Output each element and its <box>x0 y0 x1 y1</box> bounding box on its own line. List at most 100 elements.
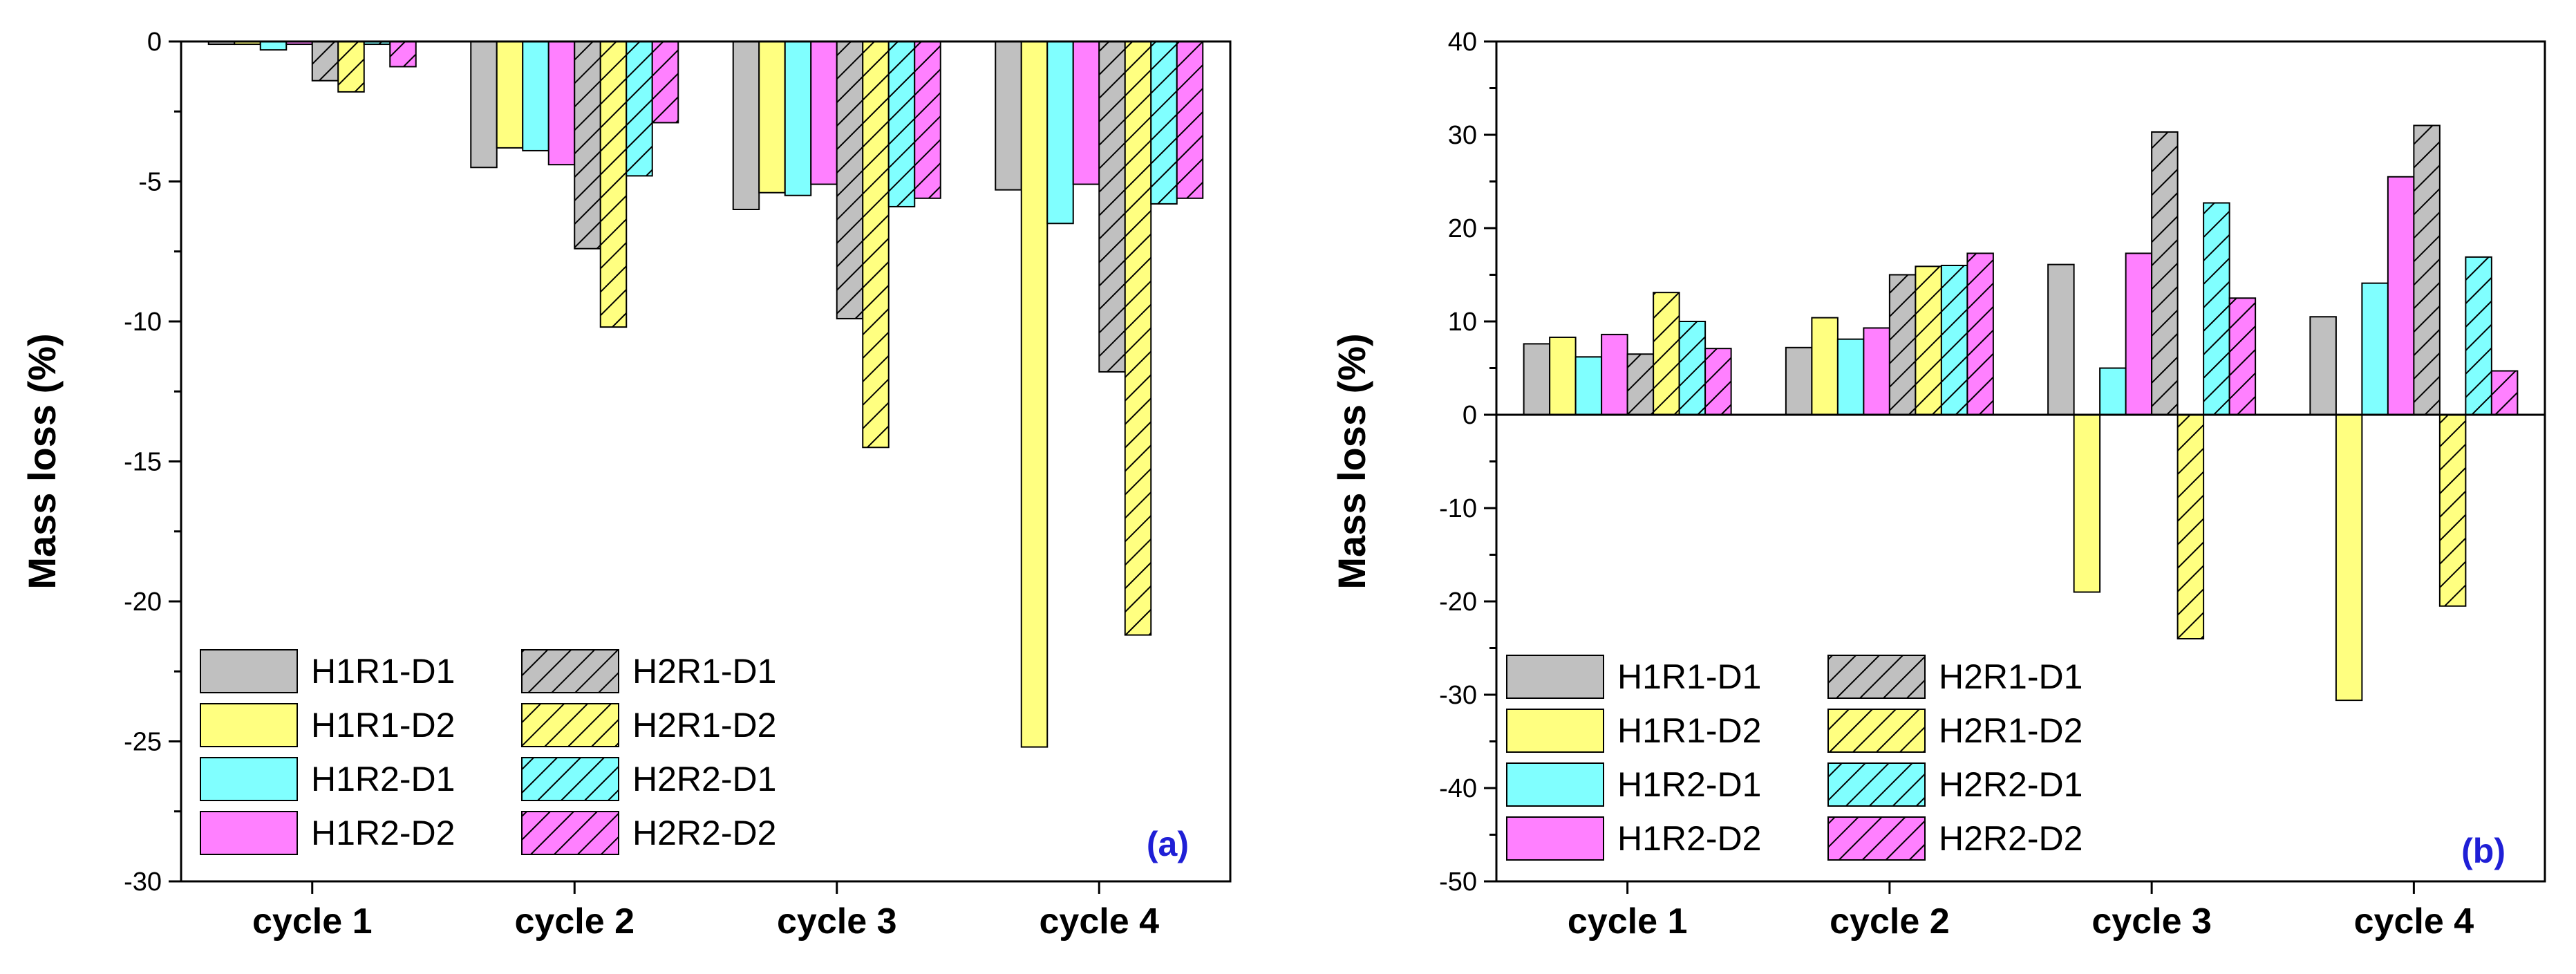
bar-h1r1-d1 <box>2047 263 2075 415</box>
legend-label: H2R1-D2 <box>632 706 776 744</box>
y-axis-title: Mass loss (%) <box>20 333 64 589</box>
legend-label: H2R2-D2 <box>1939 819 2083 858</box>
bar-h1r2-d1 <box>1574 356 1603 415</box>
bar-hatch <box>1099 41 1125 372</box>
bar-h1r1-d2 <box>1811 317 1839 415</box>
bar-hatch <box>2439 415 2466 606</box>
bar-h1r2-d1 <box>259 41 288 51</box>
legend-swatch-hatch <box>522 758 619 800</box>
bar-h1r2-d2 <box>1072 41 1100 185</box>
bar-h1r1-d1 <box>2309 316 2337 415</box>
y-tick-label: -30 <box>124 868 162 897</box>
x-category-label: cycle 4 <box>1040 901 1160 942</box>
x-category-label: cycle 1 <box>252 901 373 942</box>
legend-label: H1R1-D2 <box>311 706 455 744</box>
bar-hatch <box>2203 203 2230 415</box>
bar-hatch <box>600 41 627 328</box>
legend-label: H2R2-D1 <box>1939 765 2083 804</box>
legend-swatch <box>1506 762 1604 807</box>
bar-hatch <box>1653 292 1680 415</box>
bar-hatch <box>1915 266 1942 415</box>
y-tick-label: -10 <box>124 308 162 337</box>
legend-swatch-hatch <box>1828 709 1925 752</box>
bar-h1r1-d2 <box>2073 414 2101 593</box>
plot-frame <box>180 40 1232 883</box>
bar-h1r2-d1 <box>1836 338 1865 415</box>
x-category-label: cycle 2 <box>1830 901 1950 942</box>
y-tick-label: 0 <box>147 28 162 57</box>
legend-swatch-hatch <box>522 704 619 747</box>
bar-hatch <box>338 41 364 92</box>
bar-hatch <box>1679 321 1706 415</box>
legend-swatch-hatch <box>1828 763 1925 806</box>
legend-swatch-hatch <box>1828 655 1925 698</box>
bar-hatch <box>652 41 679 123</box>
y-tick-label: -25 <box>124 728 162 757</box>
x-category-label: cycle 1 <box>1568 901 1688 942</box>
bar-h1r2-d2 <box>2387 176 2415 415</box>
legend-swatch <box>200 757 298 801</box>
bar-h1r1-d2 <box>1020 41 1049 748</box>
y-tick-label: 10 <box>1448 308 1477 337</box>
bar-h1r1-d1 <box>1785 346 1813 415</box>
x-category-label: cycle 4 <box>2354 901 2474 942</box>
bar-h1r1-d2 <box>1549 336 1577 416</box>
bar-hatch <box>2177 415 2204 639</box>
x-category-label: cycle 3 <box>2091 901 2212 942</box>
legend-label: H2R1-D1 <box>1939 657 2083 696</box>
bar-hatch <box>1705 348 1731 415</box>
chart-panel-b: 40 30 20 10 0 -10 -20 -30 -40 -50 cycle 1 cycle 2 cy… <box>1330 28 2546 942</box>
bar-hatch <box>2229 298 2256 415</box>
legend-label: H2R2-D2 <box>632 814 776 852</box>
y-tick-label: 40 <box>1448 28 1477 57</box>
legend-label: H1R2-D1 <box>311 760 455 798</box>
bar-hatch <box>1151 41 1177 204</box>
y-axis-title: Mass loss (%) <box>1330 333 1373 589</box>
bar-hatch <box>863 41 889 448</box>
legend-label: H1R2-D1 <box>1617 765 1761 804</box>
bar-h1r2-d2 <box>810 41 838 185</box>
bar-hatch <box>626 41 652 176</box>
legend-label: H2R2-D1 <box>632 760 776 798</box>
y-tick-label: 20 <box>1448 214 1477 243</box>
y-tick-label: 30 <box>1448 121 1477 150</box>
y-tick-label: -20 <box>124 588 162 617</box>
bar-hatch <box>914 41 941 198</box>
bar-hatch <box>1176 41 1203 198</box>
legend-label: H1R1-D2 <box>1617 711 1761 750</box>
y-tick-label: -40 <box>1439 774 1477 803</box>
bar-h1r1-d2 <box>758 41 786 194</box>
legend-swatch <box>1506 655 1604 699</box>
bar-h1r1-d2 <box>2335 414 2363 702</box>
y-tick-label: -5 <box>138 168 162 197</box>
legend-swatch <box>200 649 298 693</box>
bar-hatch <box>2465 256 2492 415</box>
bar-h1r2-d2 <box>1601 333 1628 415</box>
bar-h1r2-d2 <box>1863 327 1890 416</box>
legend-swatch-hatch <box>522 812 619 854</box>
bar-hatch <box>1125 41 1151 635</box>
bar-h1r2-d1 <box>2099 367 2127 415</box>
panel-label: (a) <box>1147 825 1189 863</box>
y-tick-label: -15 <box>124 448 162 477</box>
bar-hatch <box>1941 265 1968 415</box>
bar-hatch <box>2491 371 2518 415</box>
bar-h1r2-d2 <box>547 41 576 166</box>
bar-hatch <box>312 41 339 81</box>
bar-h1r1-d1 <box>1523 343 1551 415</box>
legend-label: H1R1-D1 <box>1617 657 1761 696</box>
legend-label: H1R1-D1 <box>311 652 455 691</box>
legend-swatch <box>200 703 298 747</box>
bar-h1r1-d2 <box>496 41 524 149</box>
y-tick-label: 0 <box>1463 401 1477 430</box>
plot-frame <box>1495 40 2546 883</box>
chart-panel-a: 0 -5 -10 -15 -20 -25 -30 cycle 1 cycle 2 cycle 3 c… <box>20 28 1232 942</box>
bar-hatch <box>364 41 391 45</box>
bar-hatch <box>390 41 416 67</box>
bar-hatch <box>2414 125 2440 415</box>
y-tick-label: -50 <box>1439 868 1477 897</box>
y-tick-label: -10 <box>1439 494 1477 523</box>
bar-hatch <box>574 41 601 249</box>
y-tick-label: -20 <box>1439 588 1477 617</box>
